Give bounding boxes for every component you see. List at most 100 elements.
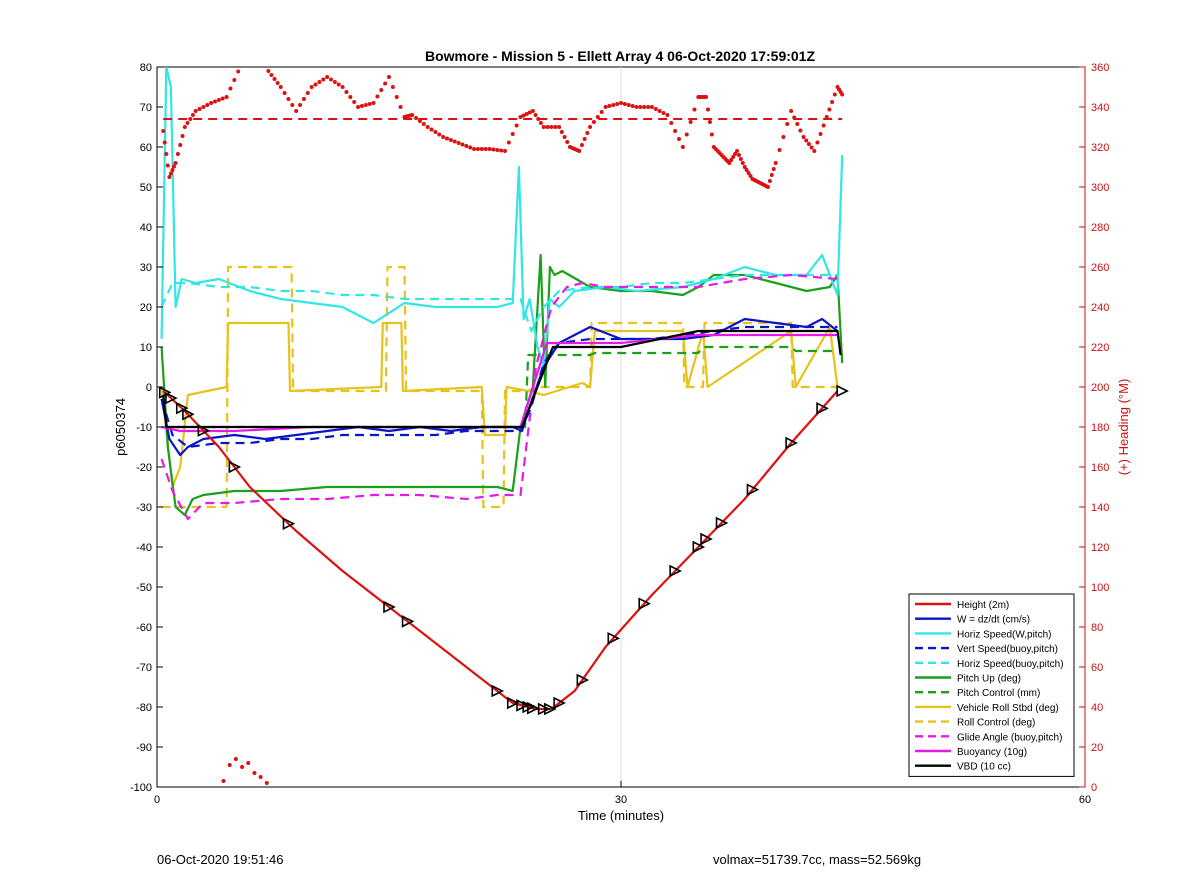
heading-point	[228, 86, 233, 91]
heading-point	[553, 125, 558, 129]
heading-point	[305, 91, 310, 95]
heading-point	[264, 62, 268, 66]
heading-point	[398, 105, 403, 109]
legend-label: Horiz Speed(W,pitch)	[957, 629, 1051, 640]
heading-point	[642, 105, 647, 109]
heading-point	[673, 129, 678, 133]
heading-point	[180, 134, 185, 138]
heading-point	[649, 105, 654, 109]
heading-point	[371, 101, 376, 105]
heading-point	[472, 147, 477, 151]
heading-point	[460, 142, 465, 147]
heading-point	[278, 85, 283, 89]
heading-point	[332, 80, 337, 84]
heading-point	[205, 103, 210, 107]
heading-point	[611, 103, 616, 107]
heading-point	[733, 152, 738, 156]
heading-point	[248, 51, 252, 55]
heading-point	[579, 143, 584, 147]
heading-point	[653, 107, 658, 111]
heading-point	[777, 148, 782, 152]
height-marker	[715, 516, 729, 530]
heading-point	[167, 175, 172, 179]
legend-label: Roll Control (deg)	[957, 718, 1035, 729]
heading-point	[773, 161, 778, 165]
heading-point	[680, 145, 685, 149]
height-marker	[516, 699, 529, 712]
y2-tick-label: 200	[1091, 382, 1109, 394]
heading-point	[317, 80, 322, 84]
heading-point	[464, 144, 469, 148]
heading-point	[707, 120, 712, 124]
heading-point	[417, 119, 422, 123]
height-marker	[527, 701, 540, 715]
heading-point	[665, 113, 670, 117]
height-marker	[692, 540, 706, 554]
y2-tick-label: 240	[1091, 302, 1109, 314]
height-marker	[401, 615, 415, 628]
footer-volmax-mass: volmax=51739.7cc, mass=52.569kg	[713, 852, 922, 867]
heading-point	[518, 115, 523, 119]
y-tick-label: -60	[136, 622, 152, 634]
heading-point	[256, 41, 260, 45]
heading-point	[161, 129, 166, 133]
heading-point	[729, 158, 734, 162]
heading-point	[437, 132, 442, 137]
heading-point	[769, 173, 774, 177]
heading-point	[524, 112, 529, 116]
heading-point	[356, 105, 361, 109]
heading-point	[771, 167, 776, 171]
heading-point	[429, 127, 434, 132]
heading-point	[244, 56, 248, 60]
height-marker	[182, 407, 195, 421]
heading-point	[233, 757, 238, 761]
legend-label: W = dz/dt (cm/s)	[957, 615, 1030, 626]
y-tick-label: -20	[136, 462, 152, 474]
height-marker	[506, 696, 520, 710]
y-axis-label: p6050374	[113, 398, 128, 456]
series-line-9	[160, 273, 838, 521]
heading-point	[275, 81, 280, 85]
heading-point	[840, 92, 845, 97]
legend-label: Glide Angle (buoy,pitch)	[957, 732, 1062, 743]
heading-point	[638, 105, 643, 109]
heading-point	[738, 157, 743, 161]
heading-point	[165, 163, 170, 168]
y2-tick-label: 60	[1091, 662, 1103, 674]
heading-point	[607, 104, 612, 108]
y2-tick-label: 260	[1091, 262, 1109, 274]
y-tick-label: -40	[136, 542, 152, 554]
heading-point	[588, 125, 593, 129]
y-axis-left: -100-90-80-70-60-50-40-30-20-10010203040…	[130, 62, 163, 794]
chart-title: Bowmore - Mission 5 - Ellett Array 4 06-…	[425, 48, 816, 64]
y2-tick-label: 20	[1091, 742, 1103, 754]
height-marker	[607, 632, 621, 645]
y2-tick-label: 120	[1091, 542, 1109, 554]
footer-timestamp: 06-Oct-2020 19:51:46	[157, 852, 284, 867]
heading-point	[220, 96, 225, 101]
heading-point	[261, 55, 265, 59]
y-tick-label: -70	[136, 662, 152, 674]
heading-point	[727, 161, 732, 165]
heading-point	[425, 125, 430, 129]
y2-tick-label: 160	[1091, 462, 1109, 474]
y-tick-label: -10	[136, 422, 152, 434]
heading-point	[785, 122, 790, 126]
heading-point	[236, 69, 241, 74]
heading-point	[190, 113, 195, 117]
heading-point	[363, 103, 368, 107]
heading-point	[340, 85, 345, 89]
heading-point	[688, 120, 693, 124]
legend-label: Horiz Speed(buoy,pitch)	[957, 659, 1064, 670]
height-marker	[816, 402, 829, 415]
heading-point	[282, 91, 287, 95]
heading-point	[538, 121, 543, 125]
y-tick-label: 30	[140, 262, 152, 274]
heading-point	[499, 148, 504, 153]
heading-point	[172, 164, 177, 169]
heading-point	[269, 73, 274, 77]
heading-point	[309, 85, 314, 89]
heading-point	[193, 109, 198, 113]
heading-point	[806, 142, 811, 146]
